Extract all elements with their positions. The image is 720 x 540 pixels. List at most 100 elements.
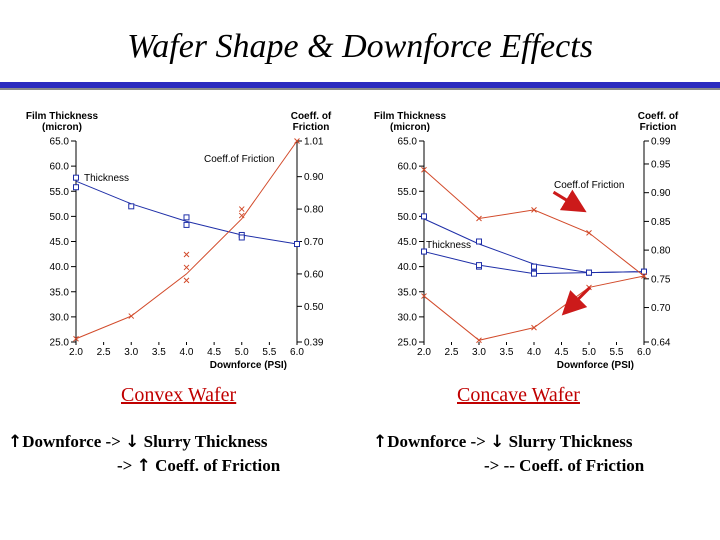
data-point	[73, 174, 79, 181]
data-point	[476, 238, 482, 245]
data-point	[128, 313, 135, 319]
friction-annotation: Coeff.of Friction	[554, 180, 624, 191]
y2-tick-label: 0.75	[651, 274, 671, 285]
y2-axis-label-line2: Friction	[640, 122, 677, 133]
concave-wafer-chart: 65.0 60.0 55.0 50.0 45.0 40.0 35.0 30.0 25.0 0.99…	[374, 111, 679, 371]
y-axis-label: Film Thickness	[374, 111, 447, 122]
data-point	[641, 268, 647, 275]
y2-tick-label: 0.64	[651, 338, 671, 349]
data-point	[476, 262, 482, 269]
data-point	[421, 293, 427, 299]
series-line	[75, 140, 298, 340]
y-tick-label: 25.0	[50, 338, 70, 349]
thickness-annotation: Thickness	[84, 173, 129, 184]
pointer-arrow-icon	[561, 286, 592, 316]
x-axis-label: Downforce (PSI)	[210, 360, 287, 371]
y2-tick-label: 1.01	[304, 137, 324, 148]
data-point	[294, 138, 300, 144]
data-point	[586, 269, 592, 276]
x-tick-label: 2.0	[69, 347, 83, 358]
arrow-down-icon: ↓	[125, 432, 140, 452]
convex-wafer-caption: Convex Wafer	[121, 384, 237, 406]
y-tick-label: 30.0	[398, 312, 418, 323]
data-point	[73, 335, 79, 342]
data-point	[586, 230, 592, 236]
y-tick-label: 45.0	[50, 237, 70, 248]
data-point	[238, 234, 245, 241]
y2-tick-label: 0.90	[651, 188, 671, 199]
x-tick-label: 4.0	[527, 347, 541, 358]
y-tick-label: 45.0	[398, 237, 418, 248]
y-axis-unit: (micron)	[390, 122, 430, 133]
y-tick-label: 35.0	[398, 287, 418, 298]
x-tick-label: 6.0	[290, 347, 304, 358]
data-point	[421, 248, 427, 255]
y-tick-label: 50.0	[398, 212, 418, 223]
concave-effect-line2: -> -- Coeff. of Friction	[484, 456, 645, 475]
concave-effect-line1: ↑Downforce -> ↓ Slurry Thickness	[373, 432, 633, 452]
data-point	[294, 241, 300, 248]
y-tick-label: 35.0	[50, 287, 70, 298]
data-point	[128, 203, 135, 210]
data-point	[421, 213, 427, 220]
y-tick-label: 30.0	[50, 312, 70, 323]
y-tick-label: 60.0	[50, 162, 70, 173]
friction-annotation: Coeff.of Friction	[204, 154, 274, 165]
y2-tick-label: 0.80	[304, 205, 324, 216]
data-point	[183, 214, 190, 221]
y2-tick-label: 0.39	[304, 338, 324, 349]
x-tick-label: 5.5	[610, 347, 624, 358]
y2-tick-label: 0.95	[651, 159, 671, 170]
data-point	[476, 337, 482, 344]
y2-tick-label: 0.80	[651, 246, 671, 257]
data-point	[183, 251, 190, 258]
y2-tick-label: 0.50	[304, 302, 324, 313]
series-line	[423, 275, 645, 341]
y2-axis-label: Coeff. of	[291, 111, 332, 122]
y-tick-label: 40.0	[50, 262, 70, 273]
convex-wafer-chart: 65.0 60.0 55.0 50.0 45.0 40.0 35.0 30.0 25.0 1.01…	[26, 111, 332, 371]
y2-tick-label: 0.99	[651, 137, 671, 148]
data-point	[421, 166, 427, 173]
x-tick-label: 5.5	[262, 347, 276, 358]
series-line	[75, 180, 298, 245]
arrow-up-icon: ↑	[8, 432, 23, 452]
x-tick-label: 5.0	[235, 347, 249, 358]
x-tick-label: 3.0	[124, 347, 138, 358]
y2-tick-label: 0.90	[304, 172, 324, 183]
y2-axis-label-line2: Friction	[293, 122, 330, 133]
x-tick-label: 3.5	[500, 347, 514, 358]
y-axis-unit: (micron)	[42, 122, 82, 133]
data-point	[641, 273, 647, 279]
thickness-annotation: Thickness	[426, 240, 471, 251]
y2-tick-label: 0.60	[304, 269, 324, 280]
data-point	[183, 264, 190, 271]
arrow-down-icon: ↓	[490, 432, 505, 452]
data-point	[238, 206, 245, 212]
y2-tick-label: 0.70	[651, 303, 671, 314]
x-tick-label: 5.0	[582, 347, 596, 358]
convex-effect-line2: -> ↑ Coeff. of Friction	[117, 456, 281, 476]
data-point	[531, 207, 537, 213]
x-tick-label: 2.5	[445, 347, 459, 358]
data-point	[183, 221, 190, 228]
data-point	[531, 263, 537, 270]
x-axis-label: Downforce (PSI)	[557, 360, 634, 371]
title-rule	[0, 82, 720, 88]
y-axis-label: Film Thickness	[26, 111, 99, 122]
y2-axis-label: Coeff. of	[638, 111, 679, 122]
x-tick-label: 6.0	[637, 347, 651, 358]
x-tick-label: 2.0	[417, 347, 431, 358]
x-tick-label: 3.0	[472, 347, 486, 358]
y-tick-label: 65.0	[50, 137, 70, 148]
data-point	[183, 277, 190, 284]
y2-tick-label: 0.70	[304, 237, 324, 248]
concave-wafer-caption: Concave Wafer	[457, 384, 580, 406]
y-tick-label: 65.0	[398, 137, 418, 148]
y-tick-label: 50.0	[50, 212, 70, 223]
y2-tick-label: 0.85	[651, 217, 671, 228]
y-tick-label: 55.0	[50, 187, 70, 198]
x-tick-label: 4.5	[207, 347, 221, 358]
data-point	[238, 212, 245, 219]
data-point	[73, 184, 79, 191]
